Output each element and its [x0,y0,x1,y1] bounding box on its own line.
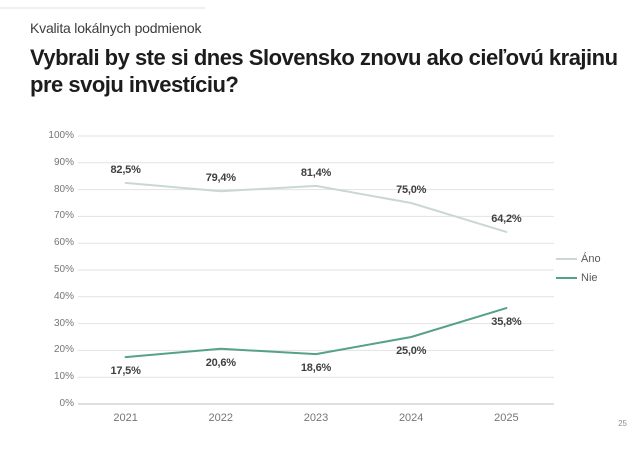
x-axis-tick-label: 2024 [398,412,424,424]
y-axis-tick-label: 80% [53,183,74,195]
data-label-ano: 75,0% [396,184,427,196]
x-axis-tick-label: 2023 [303,412,329,424]
data-label-ano: 79,4% [205,172,236,185]
y-axis-tick-label: 60% [53,237,74,249]
legend-item-ano: Áno [556,249,601,268]
y-axis-tick-label: 20% [53,344,74,356]
series-line-nie [124,307,508,359]
data-label-ano: 81,4% [300,166,332,179]
legend-label-ano: Áno [581,252,601,265]
top-border-line [0,7,205,9]
y-axis-tick-label: 30% [53,317,74,329]
chart-legend: Áno Nie [556,249,601,287]
x-axis-tick-label: 2021 [113,412,138,424]
y-axis-tick-label: 50% [53,264,74,275]
y-axis-tick-label: 90% [53,156,74,168]
data-label-nie: 25,0% [396,345,427,357]
data-label-nie: 20,6% [205,356,236,369]
legend-swatch-ano [556,257,577,260]
x-axis-tick-label: 2022 [208,412,234,424]
data-label-ano: 82,5% [110,163,141,176]
y-axis-tick-label: 40% [53,290,74,302]
slide-kicker: Kvalita lokálnych podmienok [30,20,202,36]
x-axis-tick-label: 2025 [494,412,519,424]
data-label-nie: 18,6% [300,362,332,375]
page-number: 25 [618,419,627,428]
y-axis-tick-label: 10% [53,371,74,383]
data-label-nie: 35,8% [491,316,522,329]
y-axis-tick-label: 0% [59,398,74,409]
data-label-ano: 64,2% [491,212,522,225]
data-label-nie: 17,5% [110,365,141,378]
legend-label-nie: Nie [581,271,598,284]
legend-item-nie: Nie [556,268,601,287]
y-axis-tick-label: 70% [53,210,74,222]
series-line-ano [124,181,508,233]
y-axis-tick-label: 100% [48,130,74,141]
legend-swatch-nie [556,276,577,279]
slide-title: Vybrali by ste si dnes Slovensko znovu a… [30,45,618,97]
